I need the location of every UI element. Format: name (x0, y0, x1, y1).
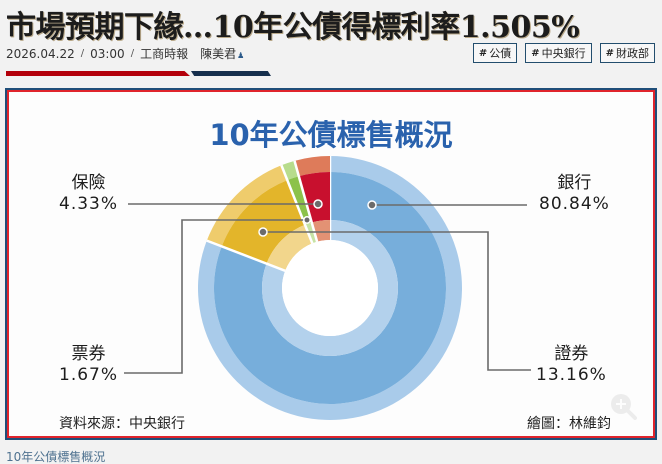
author-profile-icon[interactable]: ♟ (237, 51, 245, 60)
label-insurance: 保險 4.33% (59, 173, 118, 215)
slice-separator (293, 160, 319, 243)
callout-securities (263, 231, 531, 371)
label-bank: 銀行 80.84% (539, 173, 610, 215)
slice-separator (206, 239, 286, 272)
tag-government-bond[interactable]: # 公債 (472, 43, 518, 63)
publish-date: 2026.04.22 (6, 46, 75, 61)
callout-dots (258, 199, 377, 237)
donut-slice-2 (304, 222, 318, 244)
author-link[interactable]: 陳美君♟ (200, 45, 244, 62)
article-figure[interactable]: 10年公債標售概況 銀行 80.84% (5, 88, 657, 440)
meta-separator: / (80, 48, 85, 59)
donut-slice-0 (261, 220, 398, 357)
donut-slice-1 (221, 180, 305, 264)
accent-bar-navy (191, 71, 271, 76)
donut-hole (282, 240, 378, 336)
tag-list: # 公債 # 中央銀行 # 財政部 (472, 43, 655, 63)
donut-chart (124, 156, 531, 420)
donut-segments (198, 156, 462, 420)
chart-title: 10年公債標售概況 (209, 118, 453, 152)
donut-slice-2 (287, 176, 312, 225)
label-securities-pct: 13.16% (536, 365, 607, 385)
callout-lines (124, 203, 531, 374)
hash-icon: # (478, 47, 488, 59)
label-insurance-name: 保險 (71, 173, 106, 193)
author-name[interactable]: 陳美君 (200, 47, 237, 61)
article-meta: 2026.04.22 / 03:00 / 工商時報 陳美君♟ (6, 45, 244, 62)
publish-time: 03:00 (90, 46, 125, 61)
tag-label: 中央銀行 (541, 47, 586, 60)
data-source-note: 資料來源：中央銀行 (59, 416, 185, 432)
donut-slice-1 (206, 165, 288, 247)
donut-slice-3 (294, 156, 330, 177)
label-securities: 證券 13.16% (536, 344, 607, 386)
tag-central-bank[interactable]: # 中央銀行 (525, 43, 592, 63)
article-headline: 市場預期下緣…10年公債得標利率1.505% (6, 10, 580, 45)
tag-ministry-of-finance[interactable]: # 財政部 (599, 43, 655, 63)
label-bills: 票券 1.67% (59, 344, 118, 386)
tag-label: 公債 (489, 47, 512, 60)
meta-separator: / (130, 48, 135, 59)
callout-bills (124, 219, 307, 374)
label-bills-name: 票券 (71, 344, 106, 364)
figure-frame: 10年公債標售概況 銀行 80.84% (7, 90, 655, 438)
hash-icon: # (531, 47, 540, 59)
hash-icon: # (605, 47, 614, 59)
label-bills-pct: 1.67% (59, 365, 119, 385)
zoom-in-icon[interactable] (609, 392, 637, 420)
tag-label: 財政部 (616, 47, 649, 60)
accent-bar-red (6, 71, 190, 76)
label-securities-name: 證券 (554, 344, 589, 364)
image-caption: 10年公債標售概況 (6, 450, 106, 464)
label-bank-pct: 80.84% (539, 194, 610, 214)
label-bank-name: 銀行 (557, 173, 592, 193)
graphic-credit: 繪圖：林維鈞 (527, 416, 611, 432)
donut-slice-1 (266, 224, 313, 271)
donut-slice-3 (298, 172, 330, 223)
donut-slice-0 (213, 172, 447, 404)
publication-source: 工商時報 (140, 47, 189, 61)
label-insurance-pct: 4.33% (59, 194, 119, 214)
